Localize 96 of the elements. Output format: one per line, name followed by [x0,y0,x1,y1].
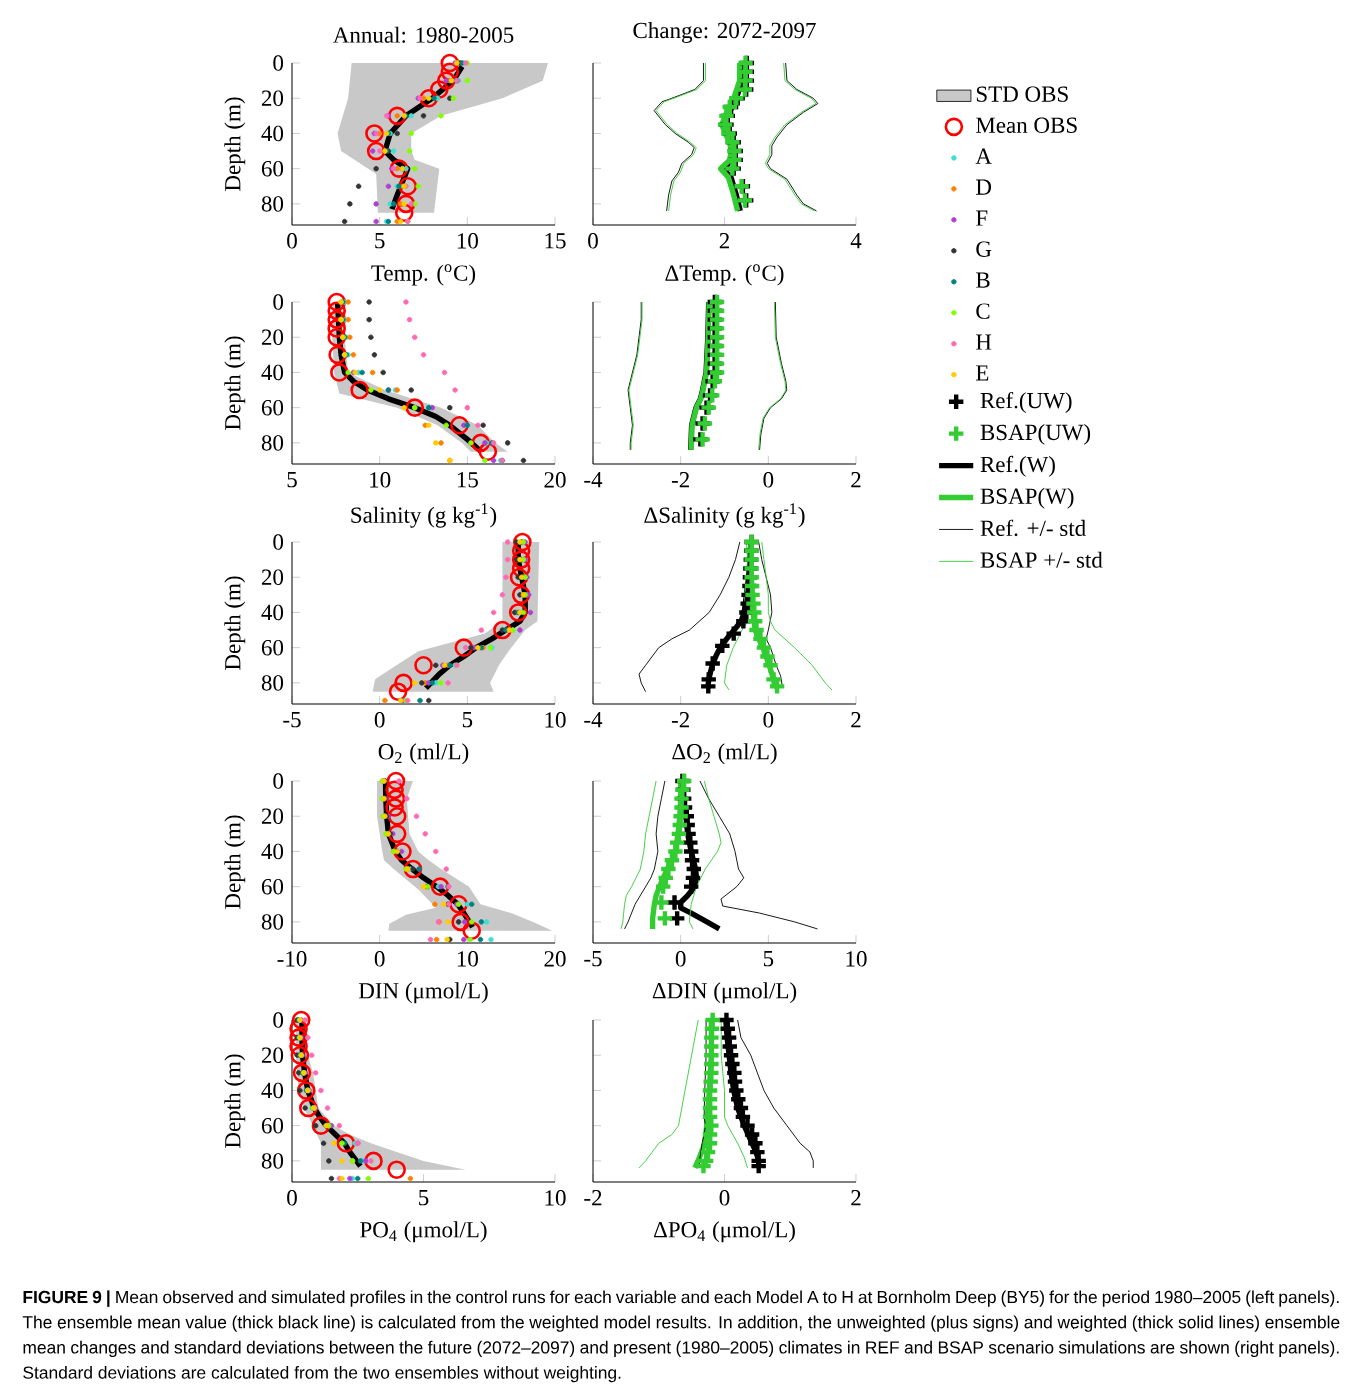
legend-label: BSAP +/- std [980,551,1103,568]
x-tick-label: 10 [457,233,478,249]
y-tick-label: 60 [261,1117,284,1134]
x-tick-label: 20 [544,951,566,967]
x-axis-title: Temp. ($^{o}$C) [371,264,476,286]
legend-label: B [976,272,990,288]
x-tick-label: -2 [671,712,689,728]
y-tick-label: 20 [261,808,284,824]
y-tick-label: 40 [261,125,284,142]
legend-label: E [976,365,989,381]
chart-title: Annual: 1980-2005 [333,26,514,43]
legend-label: C [976,303,990,319]
y-tick-label: 20 [261,1047,284,1063]
legend-label: Ref.(UW) [980,391,1072,413]
legend-label: BSAP(UW) [980,423,1091,445]
legend-label: D [976,179,992,195]
legend-label: Ref.(W) [980,455,1055,477]
x-tick-label: -5 [283,712,301,728]
y-tick-label: 80 [261,435,284,451]
x-tick-label: 2 [719,233,729,249]
x-tick-label: -10 [277,951,307,967]
y-tick-label: 40 [261,1082,284,1099]
legend-label: Mean OBS [976,117,1077,133]
legend-label: BSAP(W) [980,487,1074,509]
x-tick-label: 5 [287,472,297,488]
text: FIGURE 9 | Mean observed and simulated profiles in the control runs for each variable and each Model A to H at Bornholm Deep (BY5) for the period 1980–2005 (left panels). The ensemble mean value (thick black line) is calculated from the weighted model results. In addition, the unweighted (plus signs) and weighted (thick solid lines) ensemble mean changes and standard deviations between the future (2072–2097) and present (1980–2005) climates in REF and BSAP scenario simulations are shown (right panels). Standard deviations are calculated from the two ensembles without weighting. [22,1290,1340,1383]
x-tick-label: -4 [584,712,603,728]
x-tick-label: 2 [851,1190,861,1206]
y-axis-title: Depth (m) [224,1054,246,1148]
x-axis-title: ΔO$_{2}$ (ml/L) [672,743,777,765]
y-tick-label: 80 [261,196,284,212]
y-tick-label: 60 [261,160,284,177]
x-tick-label: 0 [719,1190,730,1206]
y-tick-label: 20 [261,90,284,106]
x-tick-label: -2 [584,1190,602,1206]
y-tick-label: 60 [261,878,284,895]
x-tick-label: 0 [588,233,598,249]
y-tick-label: 40 [261,364,284,381]
x-tick-label: 2 [851,472,861,488]
x-tick-label: 2 [851,712,861,728]
y-tick-label: 80 [261,914,284,930]
x-tick-label: 15 [457,472,478,488]
y-tick-label: 0 [273,773,284,789]
y-tick-label: 20 [261,569,284,585]
chart-title: Change: 2072-2097 [633,22,816,43]
y-tick-label: 0 [273,1012,284,1028]
x-tick-label: 5 [375,233,385,249]
x-axis-title: ΔSalinity (g kg$^{-1}$) [644,503,805,528]
x-axis-title: ΔDIN (μmol/L) [652,982,797,1004]
y-tick-label: 60 [261,639,284,656]
y-axis-title: Depth (m) [224,576,246,670]
x-tick-label: 0 [675,951,686,967]
x-axis-title: DIN (μmol/L) [358,982,488,1004]
x-tick-label: 0 [763,712,774,728]
legend-label: F [976,210,988,226]
y-axis-title: Depth (m) [224,815,246,909]
x-tick-label: 10 [457,951,478,967]
x-tick-label: 15 [545,233,566,249]
x-tick-label: 5 [462,712,473,728]
y-tick-label: 40 [261,843,284,860]
y-tick-label: 60 [261,399,284,416]
legend-label: G [976,241,992,257]
x-tick-label: 0 [287,1190,297,1206]
y-tick-label: 40 [261,604,284,621]
y-tick-label: 0 [273,55,284,71]
y-axis-title: Depth (m) [224,336,246,430]
legend-label: Ref. +/- std [980,519,1086,537]
x-axis-title: ΔTemp. ($^{o}$C) [665,264,784,286]
x-axis-title: O$_{2}$ (ml/L) [378,743,469,765]
x-tick-label: 0 [374,712,385,728]
y-tick-label: 20 [261,329,284,345]
x-tick-label: -2 [671,472,689,488]
x-tick-label: 0 [374,951,385,967]
x-tick-label: 10 [545,1190,566,1206]
y-tick-label: 80 [261,675,284,691]
x-tick-label: 10 [846,951,867,967]
x-tick-label: -4 [584,472,603,488]
x-axis-title: PO$_{4}$ (μmol/L) [360,1221,487,1243]
x-tick-label: 10 [370,472,391,488]
legend-label: A [975,148,992,164]
x-tick-label: 10 [545,712,566,728]
x-tick-label: 5 [763,951,774,967]
y-tick-label: 0 [273,534,284,550]
x-tick-label: 0 [763,472,774,488]
x-axis-title: ΔPO$_{4}$ (μmol/L) [653,1221,795,1243]
y-tick-label: 80 [261,1153,284,1169]
x-tick-label: 20 [544,472,566,488]
x-axis-title: Salinity (g kg$^{-1}$) [351,503,497,528]
x-tick-label: 0 [287,233,297,249]
y-axis-title: Depth (m) [224,97,246,191]
legend-label: STD OBS [976,86,1068,102]
y-tick-label: 0 [273,294,284,310]
legend-label: H [976,334,992,350]
x-tick-label: -5 [584,951,602,967]
x-tick-label: 4 [850,233,862,249]
x-tick-label: 5 [419,1190,429,1206]
